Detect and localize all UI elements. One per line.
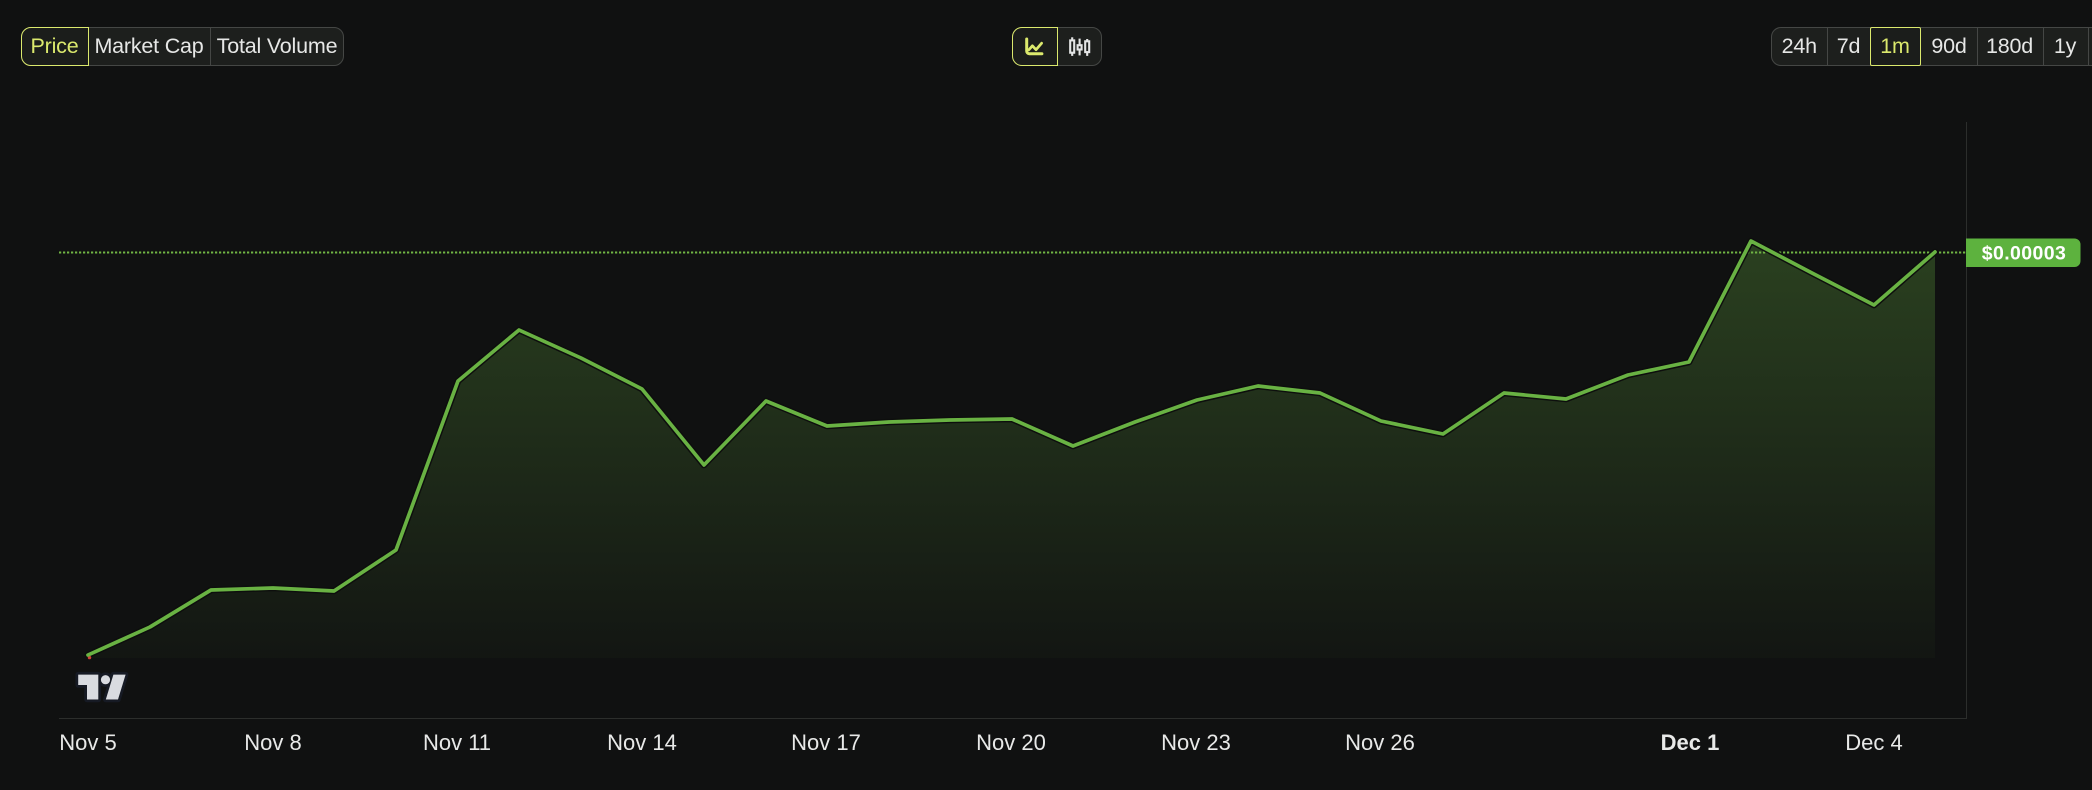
svg-text:Nov 26: Nov 26	[1345, 730, 1415, 755]
svg-text:Dec 1: Dec 1	[1661, 730, 1720, 755]
svg-text:Nov 5: Nov 5	[59, 730, 116, 755]
svg-text:Nov 14: Nov 14	[607, 730, 677, 755]
svg-text:Dec 4: Dec 4	[1845, 730, 1902, 755]
svg-text:$0.00003: $0.00003	[1982, 243, 2067, 265]
svg-text:Nov 11: Nov 11	[423, 730, 491, 755]
svg-text:Nov 17: Nov 17	[791, 730, 861, 755]
svg-text:Nov 20: Nov 20	[976, 730, 1046, 755]
svg-text:Nov 23: Nov 23	[1161, 730, 1231, 755]
svg-text:Nov 8: Nov 8	[244, 730, 301, 755]
